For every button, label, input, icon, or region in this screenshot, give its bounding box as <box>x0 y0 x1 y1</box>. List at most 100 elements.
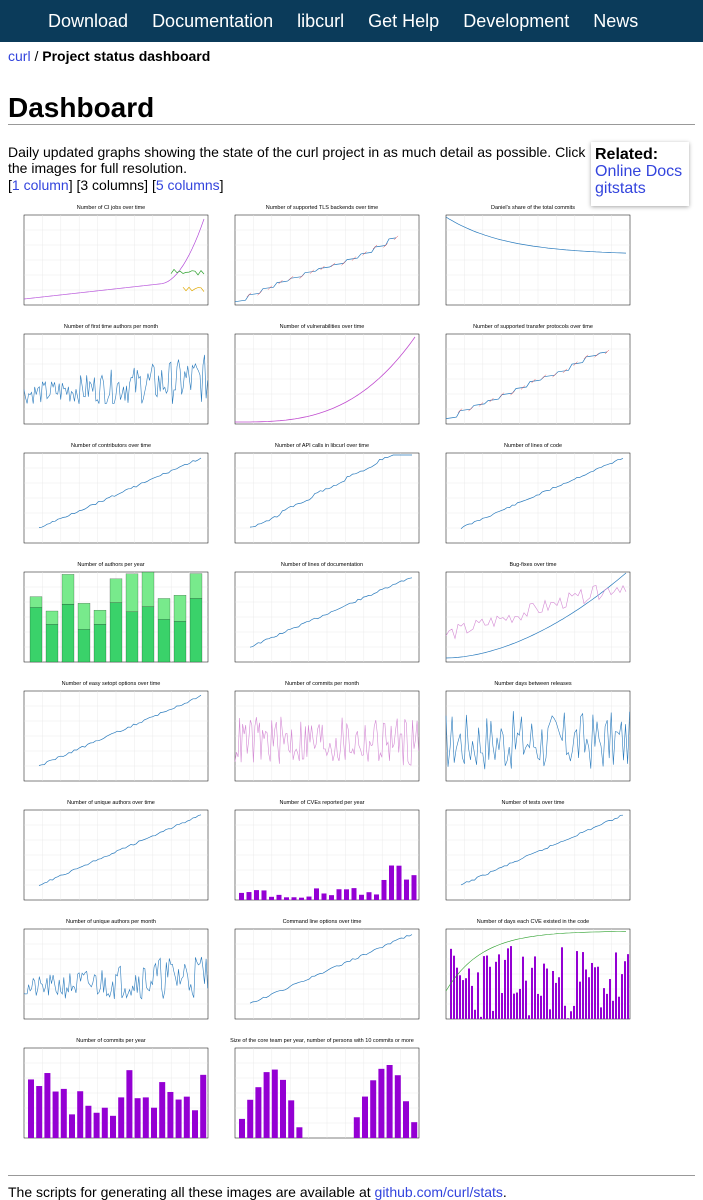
nav-news[interactable]: News <box>593 10 639 31</box>
graph-thumbnail[interactable]: Number of unique authors over time <box>8 800 214 912</box>
nav-download[interactable]: Download <box>48 10 129 31</box>
graph-plot <box>445 809 631 901</box>
graph-title: Number of supported TLS backends over ti… <box>265 205 379 211</box>
graph-title: Daniel's share of the total commits <box>491 205 575 211</box>
bracket-open-5: [ <box>151 177 156 193</box>
graph-title: Number of commits per month <box>285 681 359 687</box>
graph-plot <box>23 809 209 901</box>
graph-plot <box>234 809 420 901</box>
related-box: Related: Online Docs gitstats <box>591 142 689 206</box>
breadcrumb-curl-link[interactable]: curl <box>8 48 31 64</box>
intro-text: Daily updated graphs showing the state o… <box>8 144 586 176</box>
related-title: Related: <box>595 146 659 163</box>
graph-thumbnail[interactable]: Command line options over time <box>219 919 425 1031</box>
graph-title: Number of days each CVE existed in the c… <box>476 919 590 925</box>
graph-title: Number of first time authors per month <box>63 324 159 330</box>
graph-plot <box>23 571 209 663</box>
graph-plot <box>234 571 420 663</box>
graph-thumbnail[interactable]: Number of commits per year <box>8 1038 214 1150</box>
graph-plot <box>445 571 631 663</box>
footer-text: The scripts for generating all these ima… <box>8 1184 375 1200</box>
graph-thumbnail[interactable]: Number of supported transfer protocols o… <box>430 324 636 436</box>
graph-thumbnail[interactable]: Number of contributors over time <box>8 443 214 555</box>
graph-plot <box>445 214 631 306</box>
graph-thumbnail[interactable]: Number of commits per month <box>219 681 425 793</box>
graph-title: Size of the core team per year, number o… <box>230 1038 414 1044</box>
graph-title: Number of unique authors per month <box>66 919 156 925</box>
graph-title: Bug-fixes over time <box>509 562 557 568</box>
graph-thumbnail[interactable]: Number of easy setopt options over time <box>8 681 214 793</box>
graph-title: Number of CVEs reported per year <box>279 800 365 806</box>
graph-plot <box>445 690 631 782</box>
graph-plot <box>23 928 209 1020</box>
graph-plot <box>23 690 209 782</box>
graph-title: Number of authors per year <box>77 562 145 568</box>
graph-title: Number of supported transfer protocols o… <box>473 324 593 330</box>
column-selector: [1 column] [3 columns] [5 columns] <box>8 177 224 193</box>
graph-plot <box>445 928 631 1020</box>
three-columns-current: [3 columns] <box>76 177 152 193</box>
footer: The scripts for generating all these ima… <box>8 1184 507 1200</box>
graph-title: Number of vulnerabilities over time <box>279 324 365 330</box>
graph-plot <box>234 928 420 1020</box>
graph-plot <box>234 1047 420 1139</box>
bracket-close: ] <box>68 177 77 193</box>
graph-thumbnail[interactable]: Daniel's share of the total commits <box>430 205 636 317</box>
one-column-link[interactable]: 1 column <box>11 177 69 193</box>
bracket-close-5: ] <box>219 177 224 193</box>
graph-title: Number of unique authors over time <box>67 800 155 806</box>
top-navigation: Download Documentation libcurl Get Help … <box>0 0 703 42</box>
graph-title: Number of API calls in libcurl over time <box>274 443 370 449</box>
page-title: Dashboard <box>8 92 155 123</box>
nav-get-help[interactable]: Get Help <box>368 10 440 31</box>
breadcrumb-separator: / <box>30 48 43 64</box>
online-docs-link[interactable]: Online Docs <box>595 163 683 180</box>
graph-title: Number days between releases <box>494 681 572 687</box>
graph-title: Number of commits per year <box>76 1038 146 1044</box>
graph-title: Number of lines of code <box>503 443 563 449</box>
graph-thumbnail[interactable]: Bug-fixes over time <box>430 562 636 674</box>
title-divider <box>8 124 695 125</box>
graph-title: Number of tests over time <box>501 800 565 806</box>
graph-plot <box>23 214 209 306</box>
graph-thumbnail[interactable]: Number of API calls in libcurl over time <box>219 443 425 555</box>
graph-plot <box>234 214 420 306</box>
graph-thumbnail[interactable]: Number of first time authors per month <box>8 324 214 436</box>
graph-title: Number of contributors over time <box>70 443 152 449</box>
graph-plot <box>445 333 631 425</box>
graph-thumbnail[interactable]: Number of days each CVE existed in the c… <box>430 919 636 1031</box>
graph-thumbnail[interactable]: Number of vulnerabilities over time <box>219 324 425 436</box>
graph-thumbnail[interactable]: Number of supported TLS backends over ti… <box>219 205 425 317</box>
footer-divider <box>8 1175 695 1176</box>
graph-thumbnail[interactable]: Size of the core team per year, number o… <box>219 1038 425 1150</box>
graph-plot <box>23 1047 209 1139</box>
graph-thumbnail[interactable]: Number of lines of code <box>430 443 636 555</box>
bracket-open: [ <box>8 177 12 193</box>
footer-period: . <box>502 1184 507 1200</box>
graph-thumbnail[interactable]: Number of CVEs reported per year <box>219 800 425 912</box>
graph-title: Number of easy setopt options over time <box>61 681 161 687</box>
graph-plot <box>234 690 420 782</box>
graph-plot <box>23 452 209 544</box>
graph-thumbnail[interactable]: Number of lines of documentation <box>219 562 425 674</box>
gitstats-link[interactable]: gitstats <box>595 180 646 197</box>
graph-plot <box>234 452 420 544</box>
graph-title: Command line options over time <box>282 919 362 925</box>
graph-thumbnail[interactable]: Number of unique authors per month <box>8 919 214 1031</box>
nav-development[interactable]: Development <box>463 10 570 31</box>
nav-libcurl[interactable]: libcurl <box>297 10 345 31</box>
graph-title: Number of CI jobs over time <box>76 205 146 211</box>
github-stats-link[interactable]: github.com/curl/stats <box>374 1184 503 1200</box>
five-columns-link[interactable]: 5 columns <box>155 177 220 193</box>
nav-documentation[interactable]: Documentation <box>152 10 274 31</box>
graph-plot <box>234 333 420 425</box>
graph-thumbnail[interactable]: Number of CI jobs over time <box>8 205 214 317</box>
breadcrumb-current: Project status dashboard <box>42 48 211 64</box>
graph-plot <box>23 333 209 425</box>
graph-thumbnail[interactable]: Number days between releases <box>430 681 636 793</box>
graph-thumbnail[interactable]: Number of tests over time <box>430 800 636 912</box>
breadcrumb: curl / Project status dashboard <box>8 48 210 64</box>
graph-thumbnail[interactable]: Number of authors per year <box>8 562 214 674</box>
graph-plot <box>445 452 631 544</box>
graph-title: Number of lines of documentation <box>280 562 364 568</box>
